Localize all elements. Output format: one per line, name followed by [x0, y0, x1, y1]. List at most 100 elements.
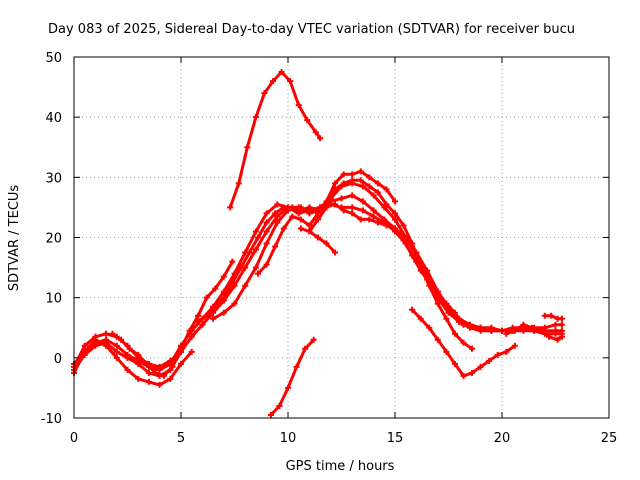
data-point — [558, 315, 565, 322]
data-point — [349, 192, 356, 199]
data-point — [359, 183, 366, 190]
data-point — [317, 135, 324, 142]
data-point — [392, 216, 398, 223]
data-point — [263, 261, 270, 268]
data-point — [338, 195, 345, 202]
data-point — [113, 342, 120, 349]
data-point — [167, 375, 174, 382]
data-point — [229, 258, 236, 265]
data-point — [231, 282, 238, 289]
data-point — [409, 306, 416, 313]
data-point — [280, 204, 287, 211]
data-point — [244, 144, 251, 151]
data-point — [203, 312, 210, 319]
data-point — [272, 243, 279, 250]
data-point — [188, 333, 195, 340]
data-point — [349, 171, 356, 178]
data-point — [546, 333, 553, 340]
data-point — [118, 336, 125, 343]
data-point — [113, 354, 120, 361]
data-point — [306, 207, 313, 214]
data-point — [103, 330, 110, 337]
data-point — [366, 174, 373, 181]
data-point — [558, 321, 565, 328]
data-point — [103, 342, 110, 349]
data-point — [289, 213, 296, 220]
data-point — [511, 342, 518, 349]
data-point — [340, 207, 347, 214]
series-arc-g — [109, 258, 236, 379]
data-point — [160, 372, 167, 379]
data-point — [469, 369, 476, 376]
data-point — [267, 411, 274, 418]
data-point — [528, 324, 535, 331]
data-point — [124, 366, 131, 373]
x-tick-label: 20 — [494, 431, 511, 446]
data-point — [374, 189, 381, 196]
data-point — [370, 207, 377, 214]
chart-title: Day 083 of 2025, Sidereal Day-to-day VTE… — [48, 22, 575, 37]
x-tick-label: 0 — [70, 431, 78, 446]
data-point — [135, 375, 142, 382]
data-point — [188, 348, 195, 355]
grid-lines — [74, 57, 609, 418]
data-point — [381, 204, 388, 211]
data-point — [314, 210, 321, 217]
data-point — [460, 372, 467, 379]
y-tick-label: -10 — [41, 412, 62, 427]
data-point — [477, 363, 484, 370]
series-arc-i — [267, 336, 317, 418]
data-point — [541, 312, 548, 319]
data-point — [426, 282, 433, 289]
y-tick-label: 40 — [45, 111, 62, 126]
data-point — [466, 324, 473, 331]
series-line — [72, 338, 194, 387]
data-point — [169, 363, 176, 370]
data-point — [220, 309, 227, 316]
data-point — [295, 204, 302, 211]
data-point — [302, 345, 309, 352]
x-tick-label: 5 — [177, 431, 185, 446]
series-line — [196, 202, 465, 327]
data-point — [186, 327, 193, 334]
data-point — [392, 210, 398, 217]
data-point — [297, 216, 304, 223]
y-tick-label: 0 — [54, 352, 62, 367]
data-point — [124, 351, 131, 358]
data-point — [263, 228, 270, 235]
series-arc-m — [409, 306, 518, 379]
data-point — [392, 198, 398, 205]
data-point — [143, 360, 150, 367]
data-point — [426, 324, 433, 331]
data-point — [242, 282, 249, 289]
data-point — [285, 384, 291, 391]
data-point — [220, 273, 227, 280]
data-point — [280, 225, 287, 232]
data-point — [278, 69, 285, 76]
data-point — [227, 204, 234, 211]
data-point — [252, 114, 259, 121]
data-point — [417, 261, 424, 268]
data-point — [548, 312, 555, 319]
data-point — [332, 186, 339, 193]
x-tick-label: 25 — [601, 431, 618, 446]
data-point — [374, 180, 381, 187]
data-point — [145, 378, 152, 385]
data-point — [113, 348, 120, 355]
y-axis-label: SDTVAR / TECUs — [7, 185, 22, 292]
data-point — [370, 213, 377, 220]
data-point — [263, 219, 270, 226]
data-point — [103, 336, 110, 343]
series-arc-j — [255, 168, 398, 277]
data-point — [456, 318, 463, 325]
x-axis-label: GPS time / hours — [286, 459, 395, 474]
y-tick-label: 20 — [45, 232, 62, 247]
series-line — [72, 202, 564, 378]
data-point — [552, 330, 559, 337]
data-point — [486, 357, 493, 364]
data-point — [272, 210, 279, 217]
data-point — [503, 330, 510, 337]
series-line — [211, 181, 564, 333]
data-point — [383, 201, 390, 208]
